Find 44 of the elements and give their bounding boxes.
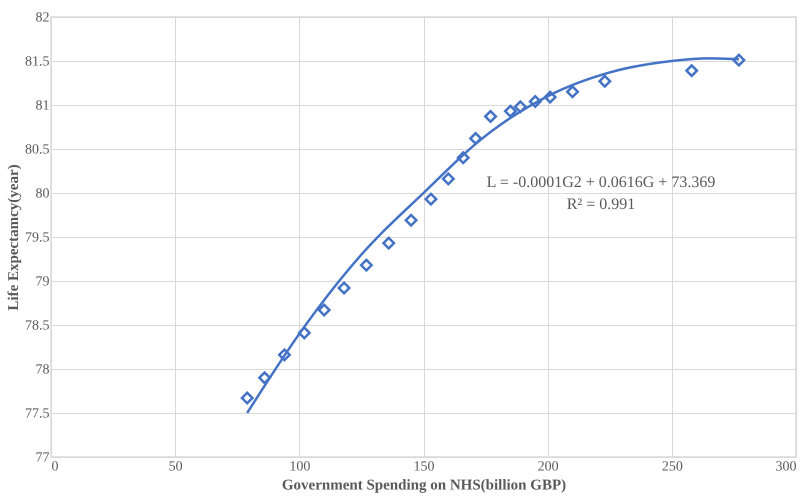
y-tick-label: 80 bbox=[36, 186, 50, 202]
point bbox=[360, 258, 373, 272]
y-tick-label: 78.5 bbox=[25, 318, 50, 334]
y-tick-label: 80.5 bbox=[25, 142, 50, 158]
point bbox=[544, 90, 557, 104]
y-tick-label: 78 bbox=[36, 362, 50, 378]
x-tick-label: 100 bbox=[289, 460, 310, 474]
point bbox=[442, 172, 455, 186]
point bbox=[732, 54, 746, 67]
x-tick-label: 50 bbox=[168, 460, 183, 474]
point bbox=[382, 236, 396, 250]
point bbox=[338, 282, 351, 295]
y-tick-label: 79 bbox=[36, 274, 50, 290]
annotation: L = -0.0001G2 + 0.0616G + 73.369 bbox=[486, 174, 716, 191]
x-axis-title: Government Spending on NHS(billion GBP) bbox=[282, 478, 566, 494]
x-tick-label: 150 bbox=[414, 460, 434, 474]
point bbox=[404, 214, 418, 227]
y-axis-title: Life Expectamcy(year) bbox=[6, 164, 22, 311]
x-tick-label: 250 bbox=[662, 460, 683, 474]
y-tick-label: 77 bbox=[36, 450, 50, 466]
point bbox=[318, 304, 331, 317]
point bbox=[528, 94, 542, 108]
y-tick-label: 82 bbox=[36, 10, 50, 26]
point bbox=[469, 132, 482, 145]
point bbox=[514, 100, 527, 114]
y-tick-label: 81.5 bbox=[25, 54, 50, 70]
point bbox=[598, 74, 612, 88]
point bbox=[258, 371, 272, 384]
x-tick-label: 200 bbox=[538, 460, 559, 474]
point bbox=[240, 392, 254, 405]
point bbox=[456, 151, 470, 164]
y-tick-label: 81 bbox=[36, 98, 50, 114]
x-tick-label: 300 bbox=[776, 460, 796, 474]
y-tick-label: 77.5 bbox=[25, 406, 50, 422]
point bbox=[566, 85, 579, 98]
point bbox=[298, 326, 311, 340]
y-tick-label: 79.5 bbox=[25, 230, 50, 246]
x-tick-label: 0 bbox=[52, 460, 58, 474]
point bbox=[685, 64, 698, 78]
point bbox=[278, 348, 291, 362]
annotation: R² = 0.991 bbox=[566, 196, 636, 213]
point bbox=[504, 104, 517, 118]
point bbox=[484, 110, 498, 123]
point bbox=[424, 192, 438, 206]
